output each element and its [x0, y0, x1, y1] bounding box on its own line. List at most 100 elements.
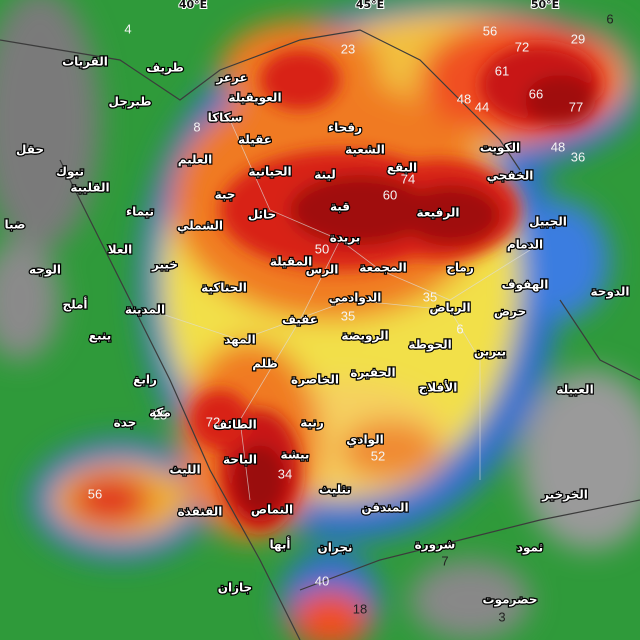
place-label: العبيلة: [556, 383, 593, 397]
precipitation-value: 77: [569, 99, 583, 114]
precipitation-value: 34: [278, 466, 292, 481]
place-label: الدمام: [507, 238, 543, 253]
precipitation-value: 7: [441, 553, 448, 568]
place-label: عقيلة: [238, 133, 272, 147]
place-label: الحناكية: [201, 281, 247, 295]
place-label: ينبع: [89, 329, 112, 343]
place-label: الرفيعة: [417, 206, 460, 220]
place-label: الرياض: [429, 301, 470, 315]
place-label: الرس: [306, 263, 339, 277]
precipitation-value: 8: [193, 119, 200, 134]
place-label: الجبيل: [529, 215, 567, 229]
place-label: بيشة: [281, 448, 310, 462]
precipitation-value: 35: [423, 289, 437, 304]
precipitation-value: 50: [315, 241, 329, 256]
place-label: الوجه: [29, 263, 61, 278]
place-label: ظلم: [252, 357, 278, 371]
precipitation-value: 74: [401, 171, 415, 186]
place-label: المقيلة: [270, 255, 312, 269]
precipitation-value: 23: [341, 41, 355, 56]
place-label: عفيف: [282, 313, 318, 327]
place-label: سكاكا: [208, 111, 243, 125]
precipitation-value: 72: [206, 414, 220, 429]
precipitation-value: 40: [315, 573, 329, 588]
place-label: القليبة: [70, 181, 109, 195]
place-label: رابغ: [133, 373, 157, 387]
place-label: الدوادمي: [329, 291, 382, 306]
place-label: الهفوف: [502, 278, 549, 293]
place-label: مكة: [149, 406, 171, 420]
place-label: حرض: [494, 305, 526, 319]
precipitation-value: 56: [483, 23, 497, 38]
precipitation-value: 25: [153, 407, 167, 422]
place-label: لينة: [314, 168, 336, 182]
place-label: ثمود: [517, 541, 543, 556]
place-label: بريدة: [330, 231, 361, 245]
place-label: العليم: [178, 153, 213, 167]
longitude-label: 40°E: [179, 0, 207, 11]
place-label: نجران: [318, 541, 353, 555]
place-label: البقع: [387, 161, 417, 175]
place-label: رماح: [446, 261, 474, 275]
precipitation-value: 6: [456, 321, 463, 336]
place-label: الحوطة: [408, 338, 451, 353]
precipitation-value: 48: [457, 91, 471, 106]
place-label: حضرموت: [483, 593, 538, 608]
place-label: الشعبة: [345, 143, 385, 157]
place-label: المدينة: [125, 303, 165, 317]
border-line: [0, 29, 521, 171]
longitude-labels: 40°E 45°E 50°E: [178, 0, 560, 12]
precipitation-value: 36: [571, 149, 585, 164]
precipitation-value: 6: [606, 11, 613, 26]
place-label: حقل: [16, 143, 44, 157]
place-label: تثليث: [319, 483, 351, 497]
place-label: الخفجي: [487, 169, 534, 183]
coastline: [59, 159, 301, 640]
place-label: شرورة: [415, 538, 456, 553]
precipitation-value: 48: [551, 139, 565, 154]
place-label: الكويت: [480, 141, 520, 156]
place-label: الطائف: [213, 418, 257, 432]
place-label: الخاصرة: [291, 373, 339, 387]
place-label: حائل: [248, 208, 276, 222]
precipitation-value: 44: [475, 99, 489, 114]
precipitation-value: 61: [495, 63, 509, 78]
place-label: المجمعة: [359, 261, 406, 275]
precipitation-value: 72: [515, 39, 529, 54]
place-label: قبة: [330, 200, 350, 214]
precipitation-value: 66: [529, 86, 543, 101]
roads: [229, 119, 531, 501]
place-label: الحفيرة: [350, 366, 395, 380]
place-label: الأفلاج: [419, 380, 458, 395]
place-label: الدوحة: [591, 285, 630, 300]
place-label: جازان: [218, 581, 252, 595]
place-label: أملج: [62, 297, 87, 312]
precipitation-value: 52: [371, 448, 385, 463]
place-label: الوادي: [346, 433, 383, 448]
place-label: رفحاء: [328, 121, 362, 135]
place-label: خيبر: [151, 258, 178, 272]
precipitation-value: 60: [383, 187, 397, 202]
borders: [0, 29, 640, 640]
place-label: رنية: [300, 416, 324, 430]
place-label: العويقيلة: [228, 91, 281, 106]
place-label: طريف: [146, 61, 184, 75]
border-line: [299, 499, 640, 591]
place-label: جبة: [215, 188, 236, 202]
place-label: الليث: [169, 463, 200, 477]
precipitation-value: 29: [571, 31, 585, 46]
place-label: الخرخير: [541, 488, 588, 502]
place-label: تبوك: [56, 165, 84, 180]
place-label: أبها: [269, 537, 290, 552]
place-label: يبرين: [474, 345, 506, 359]
precipitation-value: 3: [498, 609, 505, 624]
precipitation-value: 56: [88, 486, 102, 501]
place-label: الرويضة: [341, 329, 388, 344]
place-label: المندفن: [361, 501, 408, 515]
border-line: [559, 299, 640, 381]
place-label: المهد: [224, 333, 256, 347]
longitude-label: 50°E: [531, 0, 559, 11]
